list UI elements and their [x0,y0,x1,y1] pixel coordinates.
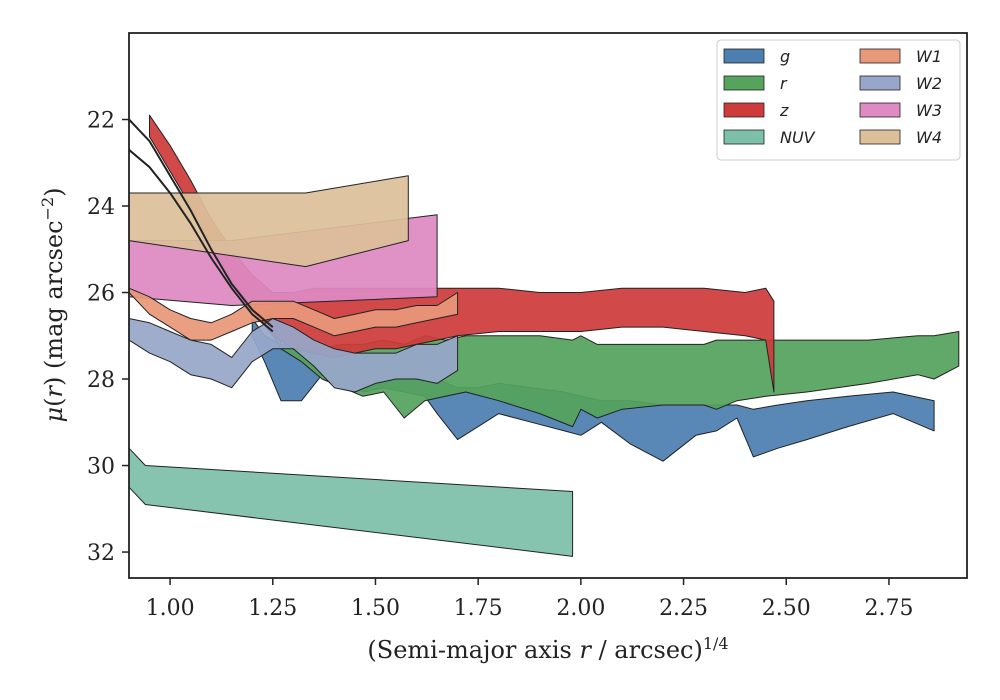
x-tick-label: 1.75 [454,596,503,621]
band-r [268,305,960,428]
legend-swatch-nuv [723,129,765,145]
x-axis-ticks: 1.00 1.25 1.50 1.75 2.00 2.25 2.50 2.75 [146,578,913,621]
legend-swatch-w4 [859,129,901,145]
y-tick-label: 24 [87,195,115,220]
y-axis-ticks: 22 24 26 28 30 32 [87,109,129,566]
x-tick-label: 2.50 [762,596,811,621]
model-curve-2 [128,149,274,333]
series-layer [128,114,960,557]
x-tick-label: 2.25 [659,596,708,621]
model-curve-1 [128,118,274,328]
plot-frame [128,32,968,579]
legend-label-w4: W4 [916,128,942,147]
x-axis-label: (Semi-major axis r / arcsec)1/4 [367,634,728,664]
x-tick-label: 2.75 [864,596,913,621]
y-tick-label: 30 [87,455,115,480]
legend-label-r: r [780,74,788,93]
legend-label-w2: W2 [916,74,942,93]
y-axis-label: μ(r) (mag arcsec−2) [38,187,68,422]
legend-label-nuv: NUV [780,128,816,147]
legend-label-z: z [779,101,789,120]
legend-swatch-z [723,102,765,118]
legend-swatch-w2 [859,75,901,91]
x-tick-label: 1.25 [248,596,297,621]
band-w2 [128,318,459,393]
x-tick-label: 1.00 [146,596,195,621]
legend-swatch-w1 [859,48,901,64]
legend: grz NUV W1 W2 W3 W4 [716,39,961,161]
y-tick-label: 22 [87,109,115,134]
legend-label-w3: W3 [916,101,942,120]
x-tick-label: 1.50 [351,596,400,621]
x-tick-label: 2.00 [556,596,605,621]
y-tick-label: 28 [87,368,115,393]
legend-swatch-w3 [859,102,901,118]
legend-label-g: g [780,47,790,66]
legend-swatch-r [723,75,765,91]
y-tick-label: 26 [87,282,115,307]
y-tick-label: 32 [87,541,115,566]
legend-swatch-g [723,48,765,64]
model-curve-layer [128,118,274,333]
legend-label-w1: W1 [916,47,942,66]
